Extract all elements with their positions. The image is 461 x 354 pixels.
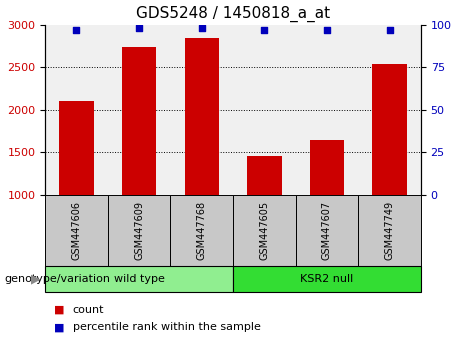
Text: count: count bbox=[73, 305, 104, 315]
Text: ■: ■ bbox=[54, 305, 65, 315]
Bar bbox=[247, 156, 282, 195]
Text: KSR2 null: KSR2 null bbox=[300, 274, 354, 284]
Point bbox=[260, 27, 268, 33]
Bar bbox=[233, 195, 296, 266]
Point bbox=[136, 25, 143, 31]
Bar bbox=[59, 101, 94, 195]
Text: GSM447605: GSM447605 bbox=[260, 200, 269, 260]
Text: GSM447607: GSM447607 bbox=[322, 200, 332, 260]
Bar bbox=[184, 38, 219, 195]
Point bbox=[386, 27, 393, 33]
Bar bbox=[233, 266, 421, 292]
Text: ■: ■ bbox=[54, 322, 65, 332]
Text: GSM447606: GSM447606 bbox=[71, 201, 82, 259]
Bar bbox=[108, 195, 171, 266]
Bar bbox=[358, 195, 421, 266]
Bar bbox=[45, 195, 108, 266]
Bar bbox=[45, 266, 233, 292]
Text: GSM447749: GSM447749 bbox=[384, 200, 395, 260]
Text: ▶: ▶ bbox=[31, 272, 41, 285]
Bar bbox=[296, 195, 358, 266]
Text: GSM447609: GSM447609 bbox=[134, 201, 144, 259]
Bar bbox=[171, 195, 233, 266]
Bar bbox=[372, 64, 407, 195]
Text: genotype/variation: genotype/variation bbox=[5, 274, 111, 284]
Text: percentile rank within the sample: percentile rank within the sample bbox=[73, 322, 261, 332]
Bar bbox=[310, 140, 344, 195]
Title: GDS5248 / 1450818_a_at: GDS5248 / 1450818_a_at bbox=[136, 6, 330, 22]
Text: wild type: wild type bbox=[114, 274, 165, 284]
Text: GSM447768: GSM447768 bbox=[197, 200, 207, 260]
Point bbox=[198, 25, 206, 31]
Point bbox=[73, 27, 80, 33]
Bar bbox=[122, 47, 156, 195]
Point bbox=[323, 27, 331, 33]
